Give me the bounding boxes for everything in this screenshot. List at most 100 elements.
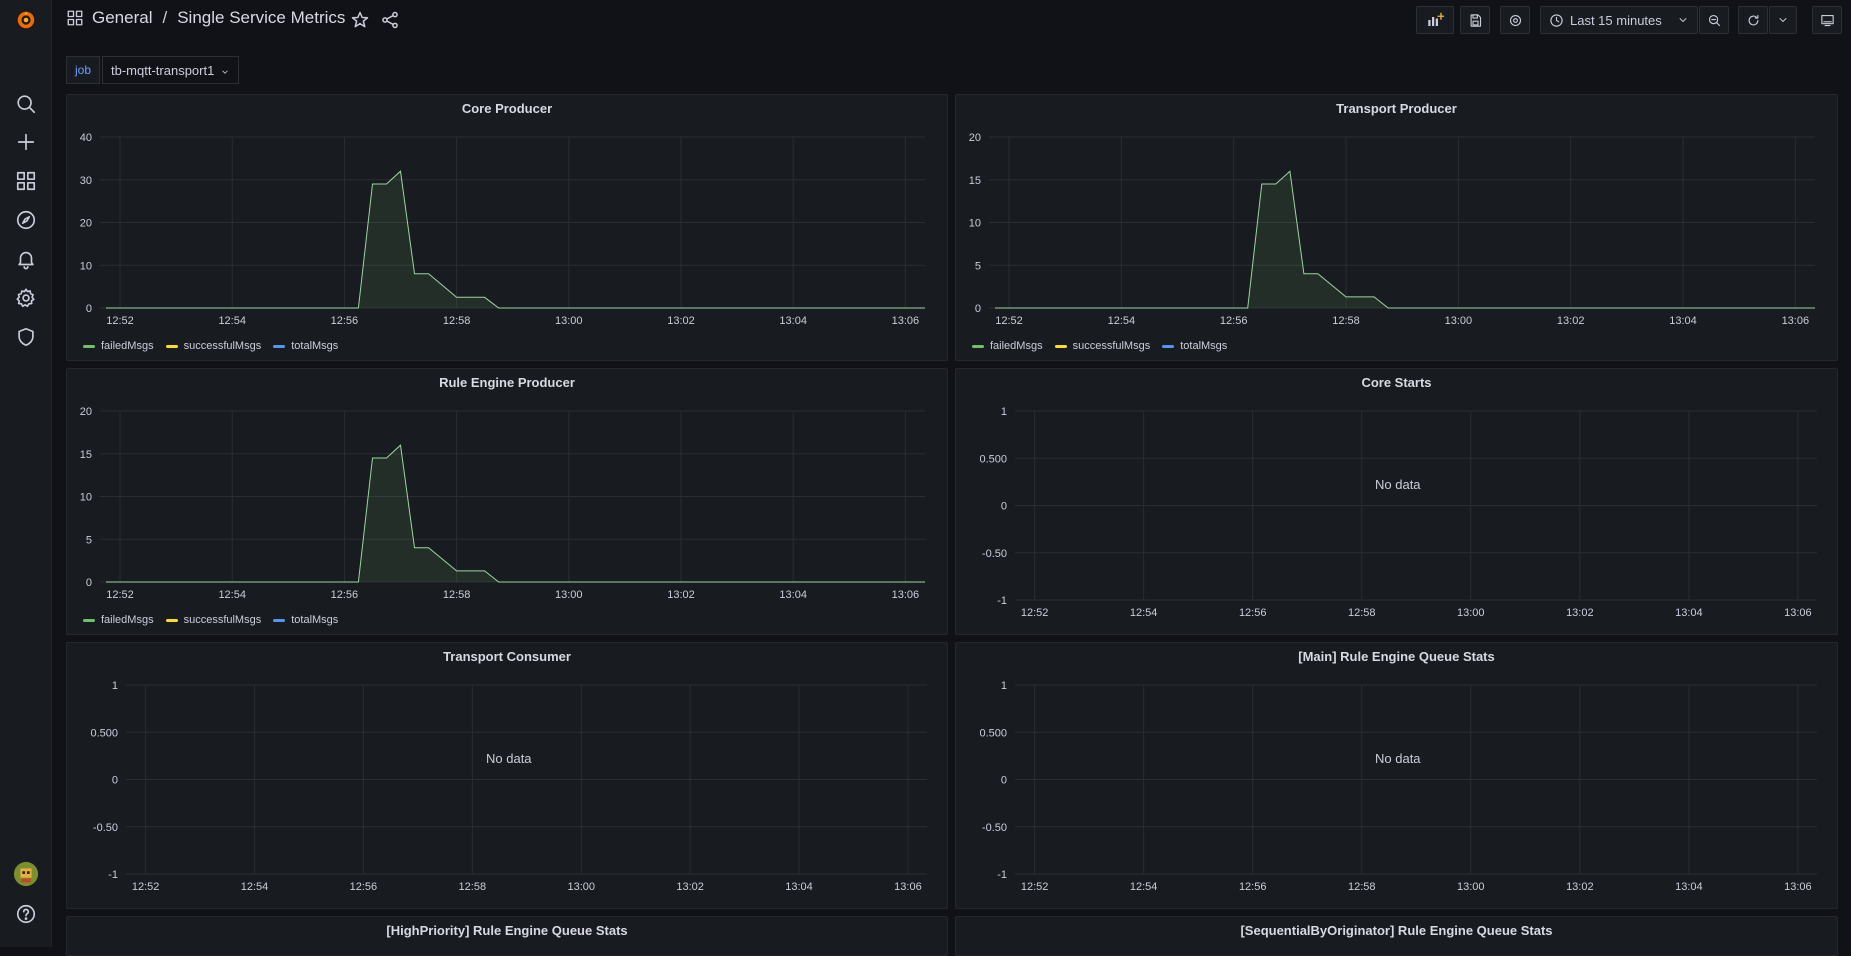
x-tick-label: 13:04: [779, 315, 807, 327]
chart-plot: -1 -0.50 0 0.500 1 12:52 12:54 12:56 12:58 13:00 1…: [90, 680, 927, 893]
legend-swatch: [972, 344, 984, 348]
panel-title[interactable]: Transport Producer: [1336, 101, 1457, 116]
panel-highpriority-rule-engine-queue-stats: [HighPriority] Rule Engine Queue Stats: [66, 916, 948, 956]
y-tick-label: 10: [80, 492, 92, 504]
star-icon[interactable]: [350, 10, 370, 30]
y-tick-label: 1: [1001, 406, 1007, 418]
x-tick-label: 13:06: [892, 589, 920, 601]
add-panel-button[interactable]: [1416, 6, 1454, 34]
legend-swatch: [165, 618, 178, 622]
x-tick-label: 13:00: [1457, 881, 1485, 893]
panel-title[interactable]: Core Producer: [461, 101, 553, 116]
legend-item-failedMsgs[interactable]: failedMsgs: [83, 340, 154, 352]
x-tick-label: 13:04: [1675, 607, 1703, 619]
tv-mode-button[interactable]: [1812, 6, 1842, 34]
x-tick-label: 13:02: [676, 881, 704, 893]
y-tick-label: 10: [80, 260, 92, 272]
y-tick-label: 40: [80, 132, 92, 144]
refresh-button[interactable]: [1738, 6, 1768, 34]
y-tick-label: 5: [86, 534, 92, 546]
y-tick-label: -1: [108, 869, 118, 881]
x-tick-label: 12:58: [1348, 607, 1376, 619]
panel-title[interactable]: Rule Engine Producer: [439, 375, 575, 390]
panel-legend: failedMsgs successfulMsgs totalMsgs: [83, 614, 350, 626]
user-avatar[interactable]: [12, 860, 40, 888]
zoom-out-button[interactable]: [1699, 6, 1729, 34]
x-tick-label: 13:02: [667, 315, 695, 327]
legend-item-totalMsgs[interactable]: totalMsgs: [273, 340, 338, 352]
panel-core-producer: Core Producer 0 10 20 30 40 12:52 12:54 12:56 12…: [66, 94, 948, 361]
legend-item-totalMsgs[interactable]: totalMsgs: [1162, 340, 1227, 352]
grafana-logo-icon[interactable]: [10, 4, 42, 36]
x-tick-label: 13:02: [667, 589, 695, 601]
panel-title[interactable]: [SequentialByOriginator] Rule Engine Que…: [1240, 923, 1553, 938]
dashboard-title[interactable]: Single Service Metrics: [177, 8, 346, 27]
refresh-interval-dropdown[interactable]: [1769, 6, 1797, 34]
legend-item-failedMsgs[interactable]: failedMsgs: [972, 340, 1043, 352]
panel-transport-producer: Transport Producer 0 5 10 15 20 12:52 12:54 12:…: [955, 94, 1838, 361]
legend-label: failedMsgs: [990, 340, 1043, 352]
help-icon[interactable]: [10, 898, 42, 930]
top-nav: General / Single Service Metrics Last 15…: [52, 0, 1851, 40]
no-data-message: No data: [1375, 477, 1421, 492]
chevron-down-icon: [1677, 14, 1689, 26]
search-icon[interactable]: [10, 88, 42, 120]
bell-icon[interactable]: [10, 243, 42, 275]
dashboard-settings-button[interactable]: [1500, 6, 1530, 34]
y-tick-label: 10: [969, 218, 981, 230]
legend-label: totalMsgs: [1180, 340, 1228, 352]
legend-item-totalMsgs[interactable]: totalMsgs: [273, 614, 338, 626]
panel-title[interactable]: Core Starts: [1361, 375, 1432, 390]
x-tick-label: 12:54: [218, 589, 246, 601]
x-tick-label: 12:52: [1021, 607, 1049, 619]
panel-title[interactable]: Transport Consumer: [443, 649, 571, 664]
legend-label: totalMsgs: [291, 614, 339, 626]
breadcrumb-folder[interactable]: General: [92, 8, 153, 27]
x-tick-label: 12:56: [350, 881, 378, 893]
time-picker-button[interactable]: Last 15 minutes: [1540, 6, 1698, 34]
compass-icon[interactable]: [10, 204, 42, 236]
no-data-message: No data: [486, 751, 532, 766]
x-tick-label: 13:02: [1557, 315, 1585, 327]
y-tick-label: 0: [975, 303, 981, 315]
x-tick-label: 13:04: [785, 881, 813, 893]
y-tick-label: 30: [80, 175, 92, 187]
series-area-failedMsgs: [106, 445, 925, 582]
gear-icon[interactable]: [10, 282, 42, 314]
y-tick-label: 1: [1001, 680, 1007, 692]
legend-item-successfulMsgs[interactable]: successfulMsgs: [165, 340, 261, 352]
chart-plot: -1 -0.50 0 0.500 1 12:52 12:54 12:56 12:58 13:00 1…: [979, 680, 1817, 893]
x-tick-label: 12:56: [1239, 607, 1267, 619]
legend-item-failedMsgs[interactable]: failedMsgs: [83, 614, 154, 626]
y-tick-label: 20: [969, 132, 981, 144]
breadcrumb: General / Single Service Metrics: [66, 8, 345, 28]
save-dashboard-button[interactable]: [1460, 6, 1490, 34]
x-tick-label: 12:56: [331, 315, 359, 327]
x-tick-label: 12:52: [1021, 881, 1049, 893]
x-tick-label: 13:02: [1566, 881, 1594, 893]
legend-item-successfulMsgs[interactable]: successfulMsgs: [1054, 340, 1150, 352]
x-tick-label: 12:56: [1220, 315, 1248, 327]
x-tick-label: 12:56: [331, 589, 359, 601]
series-area-failedMsgs: [106, 171, 925, 308]
x-tick-label: 13:00: [1457, 607, 1485, 619]
variable-select-job[interactable]: tb-mqtt-transport1: [102, 56, 240, 84]
x-tick-label: 12:58: [1332, 315, 1360, 327]
plus-icon[interactable]: [10, 126, 42, 158]
panel-title[interactable]: [Main] Rule Engine Queue Stats: [1298, 649, 1495, 664]
legend-swatch: [165, 344, 178, 348]
legend-swatch: [83, 618, 95, 622]
legend-item-successfulMsgs[interactable]: successfulMsgs: [165, 614, 261, 626]
y-tick-label: 0: [1001, 775, 1007, 787]
side-menu: [0, 0, 52, 947]
legend-label: totalMsgs: [291, 340, 339, 352]
share-icon[interactable]: [380, 10, 400, 30]
panel-title[interactable]: [HighPriority] Rule Engine Queue Stats: [386, 923, 628, 938]
series-line-failedMsgs: [106, 444, 925, 583]
panel-legend: failedMsgs successfulMsgs totalMsgs: [972, 340, 1239, 352]
dashboards-icon[interactable]: [10, 165, 42, 197]
x-tick-label: 12:52: [106, 589, 134, 601]
shield-icon[interactable]: [10, 321, 42, 353]
x-tick-label: 12:54: [1130, 881, 1158, 893]
panel-legend: failedMsgs successfulMsgs totalMsgs: [83, 340, 350, 352]
